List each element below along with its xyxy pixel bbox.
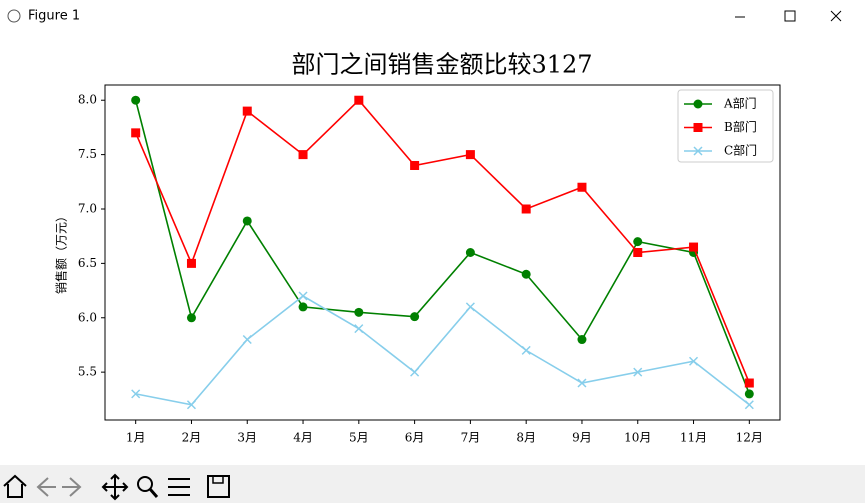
point xyxy=(410,312,420,322)
point xyxy=(410,160,420,170)
point xyxy=(354,95,364,105)
point xyxy=(633,237,643,247)
point xyxy=(131,128,141,138)
y-tick-label: 6.5 xyxy=(78,256,97,270)
point xyxy=(521,269,531,279)
x-tick-label: 9月 xyxy=(572,431,592,445)
point xyxy=(465,150,475,160)
y-tick-label: 7.5 xyxy=(78,147,97,161)
point xyxy=(693,99,703,109)
x-tick-label: 3月 xyxy=(237,431,257,445)
point xyxy=(465,302,475,312)
point xyxy=(465,248,475,257)
close-button[interactable] xyxy=(830,10,842,22)
y-tick-label: 8.0 xyxy=(78,93,97,107)
x-tick-label: 12月 xyxy=(736,431,763,445)
point xyxy=(633,367,643,377)
y-tick-label: 7.0 xyxy=(78,201,97,215)
point xyxy=(693,146,703,156)
back-button[interactable] xyxy=(36,477,56,497)
maximize-button[interactable] xyxy=(784,10,796,22)
point xyxy=(577,378,587,388)
x-tick-label: 11月 xyxy=(680,431,707,445)
x-tick-label: 8月 xyxy=(516,431,536,445)
home-button[interactable] xyxy=(3,474,27,498)
toolbar xyxy=(0,465,865,503)
point xyxy=(689,242,699,252)
y-axis-label: 销售额（万元） xyxy=(54,210,69,294)
point xyxy=(298,291,308,301)
point xyxy=(186,313,196,323)
point xyxy=(744,378,754,388)
x-tick-label: 5月 xyxy=(349,431,369,445)
x-tick-label: 4月 xyxy=(293,431,313,445)
legend xyxy=(677,89,774,163)
y-tick-label: 6.0 xyxy=(78,310,97,324)
point xyxy=(186,258,196,268)
axes-frame xyxy=(104,84,781,421)
x-tick-label: 10月 xyxy=(624,431,651,445)
app-icon xyxy=(7,9,21,23)
toolbar-icons xyxy=(3,473,230,501)
y-tick-label: 5.5 xyxy=(78,365,97,379)
x-tick-label: 7月 xyxy=(461,431,481,445)
configure-button[interactable] xyxy=(168,478,190,496)
zoom-button[interactable] xyxy=(137,476,153,492)
point xyxy=(744,389,754,399)
forward-button[interactable] xyxy=(62,477,82,497)
chart-title: 部门之间销售金额比较3127 xyxy=(291,51,592,79)
point xyxy=(242,106,252,116)
x-tick-label: 1月 xyxy=(126,431,146,445)
x-tick-label: 6月 xyxy=(405,431,425,445)
point xyxy=(242,216,252,226)
point xyxy=(298,302,308,312)
pan-button[interactable] xyxy=(101,473,129,501)
point xyxy=(410,367,420,377)
point xyxy=(577,182,587,192)
point xyxy=(131,95,141,105)
title-bar xyxy=(0,0,865,32)
legend-label: C部门 xyxy=(724,143,757,158)
point xyxy=(521,345,531,355)
point xyxy=(131,389,141,399)
legend-label: B部门 xyxy=(724,119,757,134)
point xyxy=(298,150,308,160)
point xyxy=(577,335,587,345)
series-line xyxy=(134,99,751,384)
point xyxy=(186,400,196,410)
point xyxy=(693,123,703,132)
point xyxy=(633,248,643,257)
series-line xyxy=(135,295,750,406)
window-title: Figure 1 xyxy=(28,9,80,24)
x-tick-label: 2月 xyxy=(182,431,202,445)
point xyxy=(354,324,364,334)
point xyxy=(354,307,364,317)
point xyxy=(521,204,531,214)
point xyxy=(744,400,754,410)
legend-label: A部门 xyxy=(723,96,757,111)
point xyxy=(242,334,252,345)
series-line xyxy=(134,100,751,395)
point xyxy=(689,356,699,366)
